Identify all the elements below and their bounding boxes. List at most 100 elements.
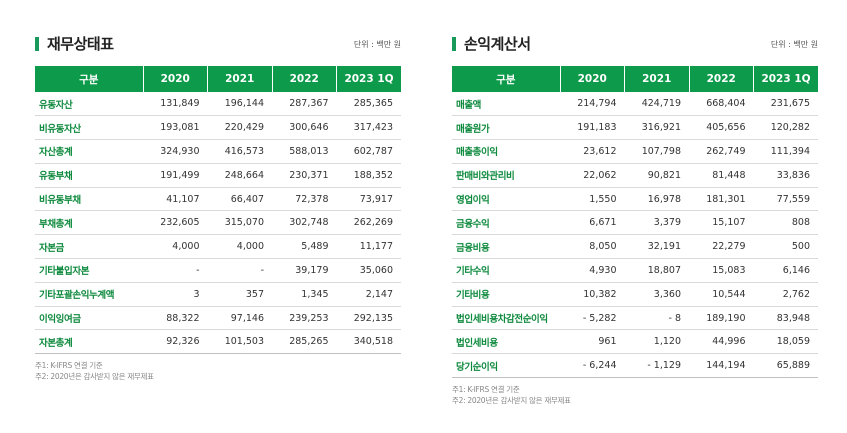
row-label: 기타포괄손익누계액 — [39, 290, 115, 302]
table-cell: 232,605 — [160, 217, 200, 229]
row-label: 비유동자산 — [39, 123, 81, 135]
table-cell: 90,821 — [647, 169, 681, 181]
title-accent-bar — [35, 37, 39, 51]
table-cell: 101,503 — [224, 336, 264, 348]
table-cell: 4,000 — [172, 241, 200, 253]
table-row: 당기순이익 - 6,244 - 1,129 144,194 65,889 — [452, 354, 818, 378]
table-cell: 33,836 — [776, 169, 810, 181]
income-statement-header: 손익계산서 단위 : 백만 원 — [452, 30, 818, 60]
table-row: 금융수익 6,671 3,379 15,107 808 — [452, 211, 818, 235]
column-header: 2021 — [624, 66, 690, 92]
table-cell: 11,177 — [359, 241, 393, 253]
table-cell: 73,917 — [359, 193, 393, 205]
row-label: 자본총계 — [39, 337, 73, 349]
row-label: 매출액 — [456, 99, 482, 111]
table-cell: 2,762 — [782, 288, 810, 300]
table-cell: 315,070 — [224, 217, 264, 229]
table-cell: 10,382 — [583, 288, 617, 300]
table-cell: 300,646 — [289, 122, 329, 134]
column-header: 2022 — [272, 66, 337, 92]
table-cell: - 8 — [668, 312, 682, 324]
table-cell: 285,365 — [353, 98, 393, 110]
row-label: 법인세비용 — [456, 337, 498, 349]
table-cell: 3 — [193, 288, 200, 300]
table-cell: 111,394 — [770, 145, 810, 157]
row-label: 금융수익 — [456, 218, 490, 230]
table-cell: 405,656 — [706, 122, 746, 134]
table-cell: 5,489 — [301, 241, 329, 253]
row-label: 당기순이익 — [456, 361, 498, 373]
income-statement-notes: 주1: K-IFRS 연결 기준 주2: 2020년은 감사받지 않은 재무제표 — [452, 384, 818, 406]
table-cell: 324,930 — [160, 145, 200, 157]
table-cell: 18,807 — [647, 264, 681, 276]
table-row: 기타비용 10,382 3,360 10,544 2,762 — [452, 282, 818, 307]
table-cell: 196,144 — [224, 98, 264, 110]
row-label: 유동부채 — [39, 171, 73, 183]
table-cell: 6,146 — [782, 264, 810, 276]
column-header: 2022 — [689, 66, 754, 92]
row-label: 유동자산 — [39, 99, 73, 111]
table-cell: 16,978 — [647, 193, 681, 205]
table-row: 법인세비용 961 1,120 44,996 18,059 — [452, 330, 818, 354]
table-cell: 191,499 — [160, 169, 200, 181]
table-cell: 77,559 — [776, 193, 810, 205]
table-row: 기타불입자본 - - 39,179 35,060 — [35, 259, 401, 283]
balance-sheet-panel: 재무상태표 단위 : 백만 원 구분 2020 2021 2022 2023 1Q 유동… — [35, 30, 401, 382]
column-header: 2023 1Q — [761, 73, 811, 85]
table-cell: 416,573 — [224, 145, 264, 157]
table-row: 판매비와관리비 22,062 90,821 81,448 33,836 — [452, 163, 818, 188]
row-label: 이익잉여금 — [39, 314, 81, 326]
balance-sheet-header: 재무상태표 단위 : 백만 원 — [35, 30, 401, 60]
table-row: 자산총계 324,930 416,573 588,013 602,787 — [35, 140, 401, 164]
table-row: 유동부채 191,499 248,664 230,371 188,352 — [35, 163, 401, 188]
table-cell: 18,059 — [776, 336, 810, 348]
row-label: 금융비용 — [456, 242, 490, 254]
income-statement-unit: 단위 : 백만 원 — [770, 40, 818, 49]
table-row: 자본총계 92,326 101,503 285,265 340,518 — [35, 330, 401, 354]
table-cell: 602,787 — [353, 145, 393, 157]
table-cell: 189,190 — [706, 312, 746, 324]
table-row: 법인세비용차감전순이익 - 5,282 - 8 189,190 83,948 — [452, 306, 818, 330]
table-cell: - — [196, 264, 200, 276]
table-cell: 3,360 — [653, 288, 681, 300]
row-label: 매출원가 — [456, 123, 490, 135]
balance-sheet-table: 구분 2020 2021 2022 2023 1Q 유동자산 131,849 196,144… — [35, 66, 401, 354]
row-label: 비유동부채 — [39, 195, 81, 207]
table-cell: 66,407 — [230, 193, 264, 205]
table-cell: 23,612 — [583, 145, 617, 157]
table-cell: 500 — [791, 241, 810, 253]
balance-sheet-notes: 주1: K-IFRS 연결 기준 주2: 2020년은 감사받지 않은 재무제표 — [35, 360, 401, 382]
note-line: 주2: 2020년은 감사받지 않은 재무제표 — [452, 396, 571, 406]
table-cell: 317,423 — [353, 122, 393, 134]
income-statement-table: 구분 2020 2021 2022 2023 1Q 매출액 214,794 424,719 6… — [452, 66, 818, 378]
table-cell: 231,675 — [770, 98, 810, 110]
table-cell: 262,749 — [706, 145, 746, 157]
row-label: 부채총계 — [39, 218, 73, 230]
income-statement-panel: 손익계산서 단위 : 백만 원 구분 2020 2021 2022 2023 1Q 매출… — [452, 30, 818, 406]
table-cell: 44,996 — [712, 336, 746, 348]
table-cell: 97,146 — [230, 312, 264, 324]
table-cell: 83,948 — [776, 312, 810, 324]
table-row: 자본금 4,000 4,000 5,489 11,177 — [35, 235, 401, 259]
row-label: 영업이익 — [456, 195, 490, 207]
table-cell: 15,083 — [712, 264, 746, 276]
table-cell: 316,921 — [641, 122, 681, 134]
table-cell: 248,664 — [224, 169, 264, 181]
table-row: 매출액 214,794 424,719 668,404 231,675 — [452, 92, 818, 116]
table-cell: 41,107 — [166, 193, 200, 205]
column-header: 2021 — [207, 66, 273, 92]
table-cell: 424,719 — [641, 98, 681, 110]
table-cell: 65,889 — [776, 360, 810, 372]
table-cell: 220,429 — [224, 122, 264, 134]
table-cell: 4,930 — [589, 264, 617, 276]
table-cell: 22,062 — [583, 169, 617, 181]
table-cell: 668,404 — [706, 98, 746, 110]
table-cell: 1,550 — [589, 193, 617, 205]
column-header: 2020 — [560, 66, 625, 92]
balance-sheet-title: 재무상태표 — [47, 35, 114, 53]
table-cell: 239,253 — [289, 312, 329, 324]
table-header-row: 구분 2020 2021 2022 2023 1Q — [452, 66, 818, 92]
table-cell: 15,107 — [712, 217, 746, 229]
row-label: 판매비와관리비 — [456, 171, 515, 183]
row-label: 기타불입자본 — [39, 266, 90, 278]
